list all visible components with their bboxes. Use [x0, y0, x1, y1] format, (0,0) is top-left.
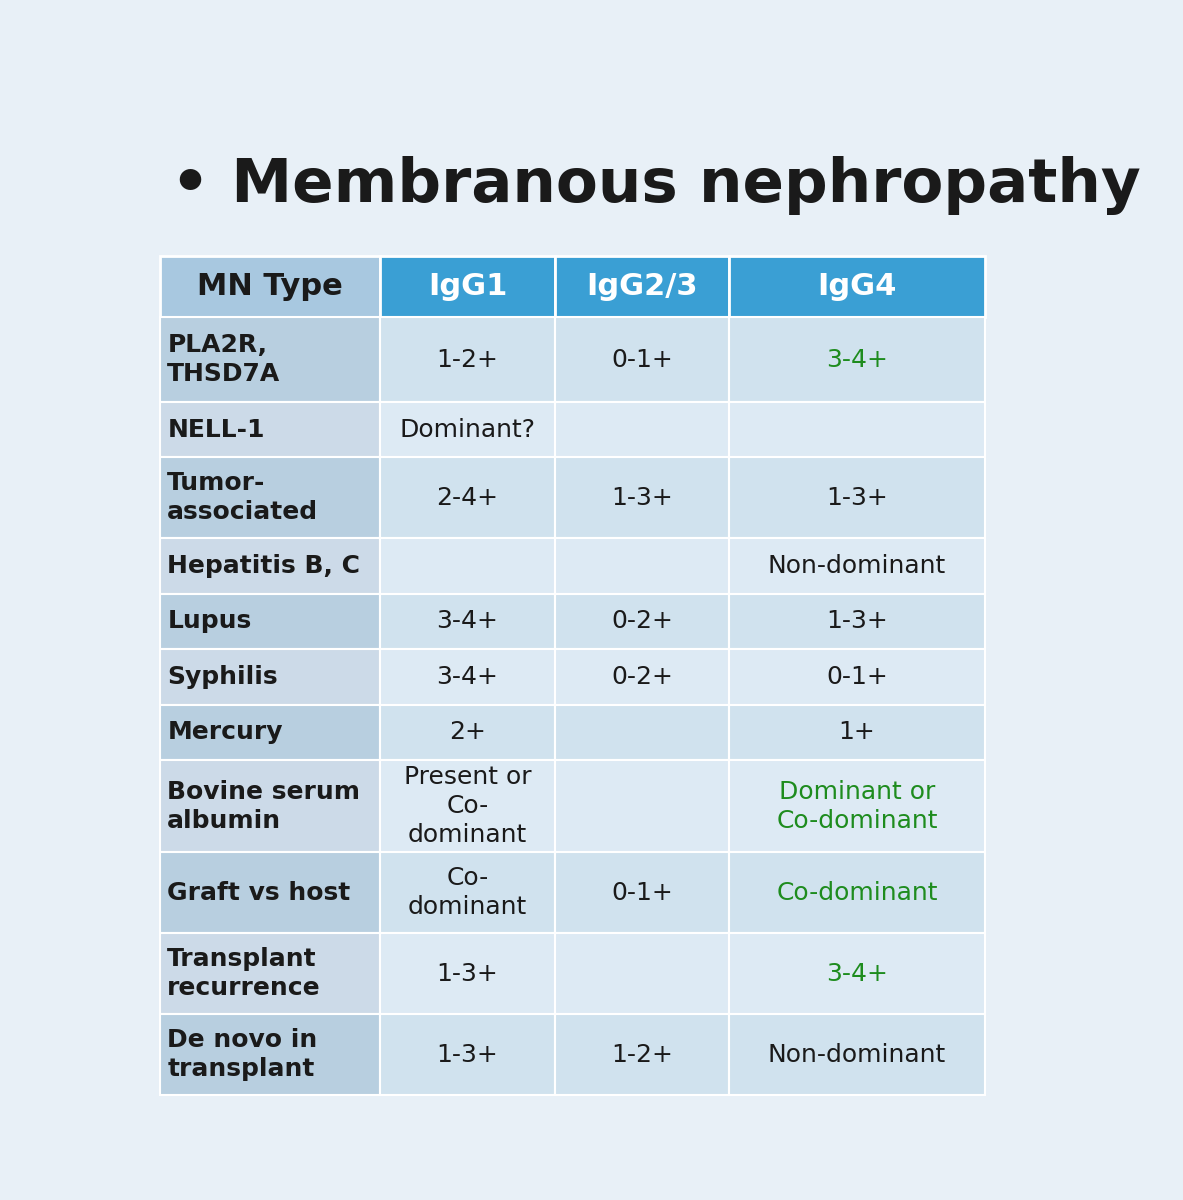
Bar [160, 457, 381, 539]
Bar [160, 704, 381, 760]
Bar [160, 539, 381, 594]
Text: Dominant?: Dominant? [400, 418, 536, 442]
Bar [160, 317, 381, 402]
Text: Co-dominant: Co-dominant [776, 881, 938, 905]
Text: Hepatitis B, C: Hepatitis B, C [167, 554, 361, 578]
Bar [729, 760, 985, 852]
Bar [381, 704, 555, 760]
Bar [160, 594, 381, 649]
Text: Non-dominant: Non-dominant [768, 554, 946, 578]
Bar [729, 852, 985, 934]
Text: 1-3+: 1-3+ [437, 1043, 498, 1067]
Bar [160, 256, 381, 317]
Bar [160, 402, 381, 457]
Bar [381, 539, 555, 594]
Text: • Membranous nephropathy: • Membranous nephropathy [172, 156, 1140, 215]
Text: 0-1+: 0-1+ [612, 881, 673, 905]
Bar [381, 402, 555, 457]
Bar [555, 649, 729, 704]
Text: Non-dominant: Non-dominant [768, 1043, 946, 1067]
Bar [160, 1014, 381, 1094]
Text: Present or
Co-
dominant: Present or Co- dominant [403, 766, 531, 847]
Bar [381, 760, 555, 852]
Bar [555, 402, 729, 457]
Bar [160, 649, 381, 704]
Text: Lupus: Lupus [167, 610, 252, 634]
Bar [381, 852, 555, 934]
Text: 0-1+: 0-1+ [826, 665, 888, 689]
Bar [729, 402, 985, 457]
Text: Mercury: Mercury [167, 720, 283, 744]
Text: 0-2+: 0-2+ [610, 610, 673, 634]
Bar [555, 760, 729, 852]
Bar [555, 704, 729, 760]
Text: 1-3+: 1-3+ [437, 961, 498, 985]
Text: 3-4+: 3-4+ [437, 610, 498, 634]
Bar [160, 760, 381, 852]
Text: 2+: 2+ [450, 720, 486, 744]
Bar [381, 1014, 555, 1094]
Bar [729, 934, 985, 1014]
Text: 0-1+: 0-1+ [612, 348, 673, 372]
Bar [729, 539, 985, 594]
Text: PLA2R,
THSD7A: PLA2R, THSD7A [167, 334, 280, 386]
Bar [381, 934, 555, 1014]
Text: Syphilis: Syphilis [167, 665, 278, 689]
Bar [160, 934, 381, 1014]
Bar [729, 457, 985, 539]
Text: 3-4+: 3-4+ [826, 348, 888, 372]
Text: IgG2/3: IgG2/3 [587, 272, 698, 301]
Text: Tumor-
associated: Tumor- associated [167, 472, 318, 524]
Text: Graft vs host: Graft vs host [167, 881, 350, 905]
Bar [729, 256, 985, 317]
Text: Transplant
recurrence: Transplant recurrence [167, 947, 321, 1000]
Bar [555, 934, 729, 1014]
Text: 1+: 1+ [839, 720, 875, 744]
Text: 3-4+: 3-4+ [437, 665, 498, 689]
Text: 1-3+: 1-3+ [826, 486, 888, 510]
Bar [729, 1014, 985, 1094]
Text: 3-4+: 3-4+ [826, 961, 888, 985]
Text: Dominant or
Co-dominant: Dominant or Co-dominant [776, 780, 938, 833]
Bar [729, 317, 985, 402]
Text: IgG4: IgG4 [817, 272, 897, 301]
Text: De novo in
transplant: De novo in transplant [167, 1028, 317, 1081]
Text: 1-2+: 1-2+ [610, 1043, 673, 1067]
Bar [160, 852, 381, 934]
Text: 2-4+: 2-4+ [437, 486, 498, 510]
Bar [729, 704, 985, 760]
Text: IgG1: IgG1 [428, 272, 508, 301]
Bar [555, 256, 729, 317]
Bar [555, 594, 729, 649]
Text: Bovine serum
albumin: Bovine serum albumin [167, 780, 361, 833]
Bar [381, 594, 555, 649]
Bar [555, 1014, 729, 1094]
Bar [381, 649, 555, 704]
Text: 1-3+: 1-3+ [612, 486, 673, 510]
Bar [555, 317, 729, 402]
Bar [381, 256, 555, 317]
Bar [555, 457, 729, 539]
Bar [381, 457, 555, 539]
Bar [729, 594, 985, 649]
Bar [381, 317, 555, 402]
Text: Co-
dominant: Co- dominant [408, 866, 528, 919]
Text: NELL-1: NELL-1 [167, 418, 265, 442]
Text: 0-2+: 0-2+ [610, 665, 673, 689]
Text: 1-2+: 1-2+ [437, 348, 498, 372]
Bar [555, 852, 729, 934]
Bar [729, 649, 985, 704]
Text: MN Type: MN Type [198, 272, 343, 301]
Text: 1-3+: 1-3+ [826, 610, 888, 634]
Bar [555, 539, 729, 594]
